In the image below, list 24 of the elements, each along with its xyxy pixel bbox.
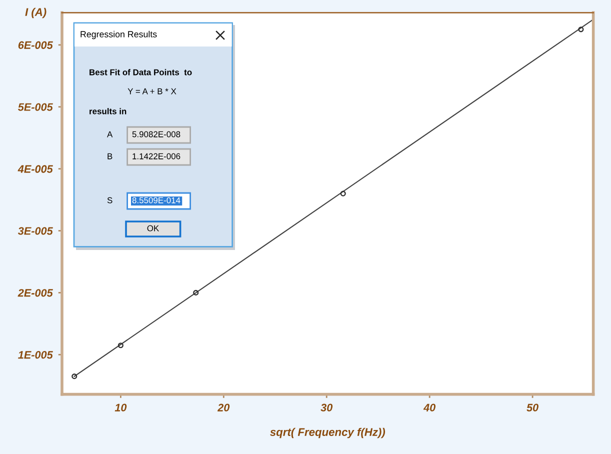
annotation: OK [147, 225, 160, 232]
annotation: Best Fit of Data Points to [90, 69, 192, 76]
x-tick-label: 40 [423, 404, 436, 412]
y-tick-label: 6E-005 [18, 41, 53, 49]
annotation: B [108, 153, 112, 160]
annotation: Regression Results [80, 30, 157, 40]
x-tick-label: 50 [526, 404, 538, 412]
y-tick-label: 5E-005 [18, 103, 53, 111]
annotation: 8.5509E-014 [132, 197, 180, 204]
annotation: A [107, 131, 113, 138]
x-tick-label: 30 [320, 404, 333, 412]
x-tick-label: 20 [217, 404, 230, 412]
annotation: S [107, 197, 112, 204]
y-tick-label: 1E-005 [18, 351, 53, 359]
x-tick-label: 10 [114, 404, 127, 412]
y-axis-title: I (A) [25, 8, 46, 18]
annotation: results in [90, 108, 126, 114]
y-tick-label: 3E-005 [18, 227, 53, 235]
annotation: 5.9082E-008 [132, 131, 180, 138]
x-axis-title: sqrt( Frequency f(Hz)) [270, 428, 386, 438]
y-tick-label: 4E-005 [18, 165, 53, 173]
annotation: Y = A + B * X [128, 88, 176, 94]
y-tick-label: 2E-005 [18, 289, 53, 297]
annotation: 1.1422E-006 [132, 153, 180, 160]
